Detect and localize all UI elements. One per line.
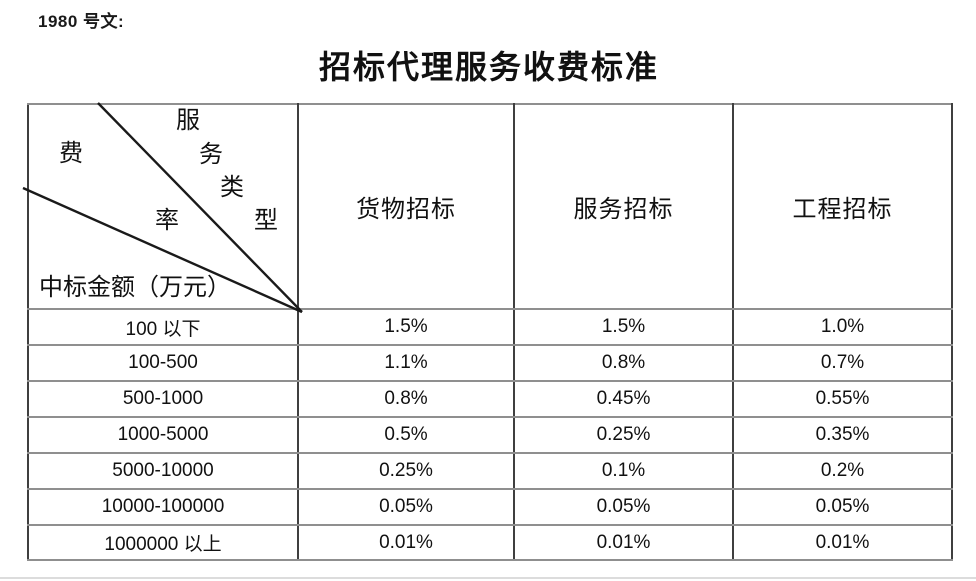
table-header-row: 服 费 务 类 率 型 中标金额（万元） 货物招标 服务招标 工程招标 (22, 102, 953, 314)
fee-value: 0.7% (732, 344, 953, 382)
row-label: 5000-10000 (27, 452, 299, 490)
corner-service-type-char-3: 类 (220, 175, 244, 201)
corner-rate-char: 率 (155, 208, 179, 234)
table-row: 100-500 1.1% 0.8% 0.7% (27, 344, 953, 382)
corner-cell: 服 费 务 类 率 型 中标金额（万元） (22, 102, 303, 314)
fee-value: 0.05% (732, 488, 953, 526)
corner-service-type-char-4: 型 (254, 208, 278, 234)
page-title: 招标代理服务收费标准 (318, 49, 659, 85)
corner-service-type-char-1: 服 (176, 108, 200, 134)
fee-value: 0.35% (732, 416, 953, 454)
corner-fee-char: 费 (59, 141, 83, 167)
row-label: 10000-100000 (27, 488, 299, 526)
fee-value: 0.05% (513, 488, 734, 526)
doc-number-label: 1980 号文: (38, 12, 125, 31)
table-row: 1000-5000 0.5% 0.25% 0.35% (27, 416, 953, 454)
row-label: 1000-5000 (27, 416, 299, 454)
fee-value: 1.5% (513, 308, 734, 346)
table-row: 10000-100000 0.05% 0.05% 0.05% (27, 488, 953, 526)
fee-value: 0.01% (513, 524, 734, 561)
row-label: 100 以下 (27, 308, 299, 346)
row-label: 500-1000 (27, 380, 299, 418)
column-header-goods: 货物招标 (297, 103, 515, 310)
title-wrap: 招标代理服务收费标准 (27, 42, 951, 88)
fee-value: 0.1% (513, 452, 734, 490)
row-label: 1000000 以上 (27, 524, 299, 561)
fee-value: 1.0% (732, 308, 953, 346)
row-label: 100-500 (27, 344, 299, 382)
fee-value: 0.45% (513, 380, 734, 418)
table-row: 500-1000 0.8% 0.45% 0.55% (27, 380, 953, 418)
fee-value: 0.01% (732, 524, 953, 561)
fee-table: 服 费 务 类 率 型 中标金额（万元） 货物招标 服务招标 工程招标 100 … (22, 102, 953, 561)
fee-value: 0.01% (297, 524, 515, 561)
column-header-service: 服务招标 (513, 103, 734, 310)
diagonal-lines-graphic (22, 102, 303, 314)
column-header-works: 工程招标 (732, 103, 953, 310)
fee-value: 0.05% (297, 488, 515, 526)
corner-service-type-char-2: 务 (199, 142, 223, 168)
table-row: 100 以下 1.5% 1.5% 1.0% (27, 308, 953, 346)
page-bottom-edge (0, 577, 976, 579)
table-row: 5000-10000 0.25% 0.1% 0.2% (27, 452, 953, 490)
fee-value: 0.25% (513, 416, 734, 454)
fee-value: 1.1% (297, 344, 515, 382)
fee-value: 0.25% (297, 452, 515, 490)
fee-value: 0.2% (732, 452, 953, 490)
fee-value: 1.5% (297, 308, 515, 346)
fee-value: 0.55% (732, 380, 953, 418)
table-row: 1000000 以上 0.01% 0.01% 0.01% (27, 524, 953, 561)
fee-value: 0.8% (297, 380, 515, 418)
corner-amount-label: 中标金额（万元） (39, 275, 231, 301)
fee-value: 0.8% (513, 344, 734, 382)
fee-value: 0.5% (297, 416, 515, 454)
